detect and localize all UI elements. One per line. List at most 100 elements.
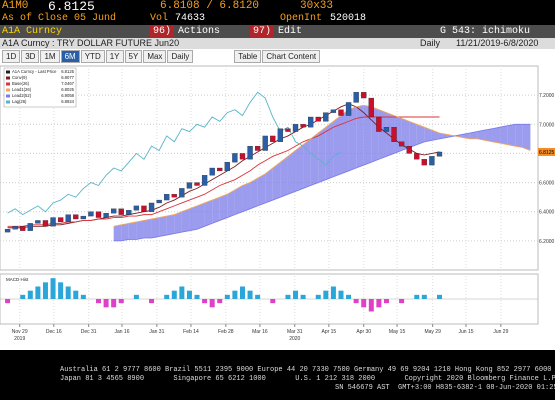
macd-bar [65,286,71,299]
candle-body [156,199,162,204]
button[interactable]: Chart Content [262,50,321,63]
indicator-line [113,104,531,227]
candle-body [368,97,374,118]
candle-body [224,162,230,172]
cloud [356,105,364,168]
candle-body [12,226,18,230]
candle-body [133,205,140,211]
x-tick-label: Apr 15 [321,329,336,335]
candle-body [376,116,382,132]
legend-name: A1A Curncy - Last Price [12,69,57,74]
button[interactable]: 3D [21,50,40,63]
macd-bar [58,282,64,299]
macd-bar [209,299,215,308]
macd-bar [285,294,291,299]
macd-bar [330,286,336,299]
button[interactable]: Max [143,50,167,63]
button[interactable]: 6M [60,50,80,63]
cloud [295,144,304,192]
cloud [416,124,425,145]
cloud [500,125,508,145]
window-header: A1A Curncy : TRY DOLLAR FUTURE Jun20 Dai… [0,38,555,49]
candle-body [270,135,276,142]
legend-value: 6.9058 [61,93,74,98]
candle-body [345,102,352,116]
macd-bar [103,299,109,308]
as-of: As of Close 05 Jund [2,13,117,24]
candle-body [391,127,397,142]
macd-bar [224,294,230,299]
x-tick-label: Mar 16 [252,329,268,335]
candle-body [65,214,71,223]
candle-body [118,208,124,215]
macd-bar [323,290,329,299]
macd-bar [300,294,306,299]
button[interactable]: Table [234,50,262,63]
macd-bar [50,278,56,299]
legend-swatch [6,100,10,104]
candle-body [429,156,435,166]
candle-body [436,151,443,157]
candle-body [42,220,49,227]
indicator-line [113,123,531,242]
candle-body [111,208,117,214]
candle-body [95,211,102,218]
candle-body [254,145,261,151]
candle-body [421,159,427,166]
macd-bar [194,294,200,299]
legend-value: 6.8025 [61,87,74,92]
cloud [143,219,152,238]
cloud [257,173,266,206]
edit[interactable]: Edit [278,26,303,37]
cloud [166,214,175,236]
legend-name: Lag(26) [12,99,27,104]
x-tick-label: Jun 15 [459,329,474,335]
cloud [303,138,311,189]
cloud [151,217,160,238]
legend-value: 6.8077 [61,75,74,80]
quote-bar: A1M0 6.8125 6.8108 / 6.8120 30x33 [0,0,555,13]
vol: 74633 [175,13,206,24]
actions[interactable]: Actions [178,26,221,37]
candle-body [308,116,314,128]
cloud [363,105,372,166]
button[interactable]: 5Y [124,50,143,63]
edit-num[interactable]: 97) [250,25,275,38]
oi: 520018 [330,13,367,24]
macd-bar [232,290,238,299]
last-price: 6.8125 [48,0,95,14]
legend-name: Lead2(52) [12,93,32,98]
button[interactable]: 1D [2,50,21,63]
button[interactable]: YTD [80,50,105,63]
candle-body [209,167,215,176]
candle-body [315,116,321,122]
macd-bar [5,299,11,304]
x-tick-label: Nov 29 [12,329,28,335]
macd-bar [171,290,177,299]
macd-bar [399,299,405,304]
x-tick-label: Feb 14 [183,329,199,335]
cloud [242,182,251,212]
macd-bar [73,290,79,299]
candle-body [171,194,177,198]
macd-bar [293,290,299,299]
cloud [174,211,182,234]
button[interactable]: Daily [167,50,194,63]
actions-num[interactable]: 96) [150,25,175,38]
x-tick-label: Jan 16 [114,329,129,335]
cloud [333,115,341,177]
year-label: 2020 [289,336,300,342]
candle-body [353,92,359,103]
toolbar: A1A Curncy 96) Actions 97) Edit G 543: i… [0,25,555,38]
button[interactable]: 1Y [105,50,124,63]
cloud [272,162,281,201]
legend-swatch [6,88,10,92]
candle-body [201,175,208,186]
candle-body [277,128,284,142]
candle-body [20,226,26,231]
legend-value: 6.8125 [61,69,74,74]
quote-info: As of Close 05 Jund Vol 74633 OpenInt 52… [0,13,555,25]
button[interactable]: 1M [40,50,60,63]
cloud [265,168,273,203]
security[interactable]: A1A Curncy [2,26,63,37]
